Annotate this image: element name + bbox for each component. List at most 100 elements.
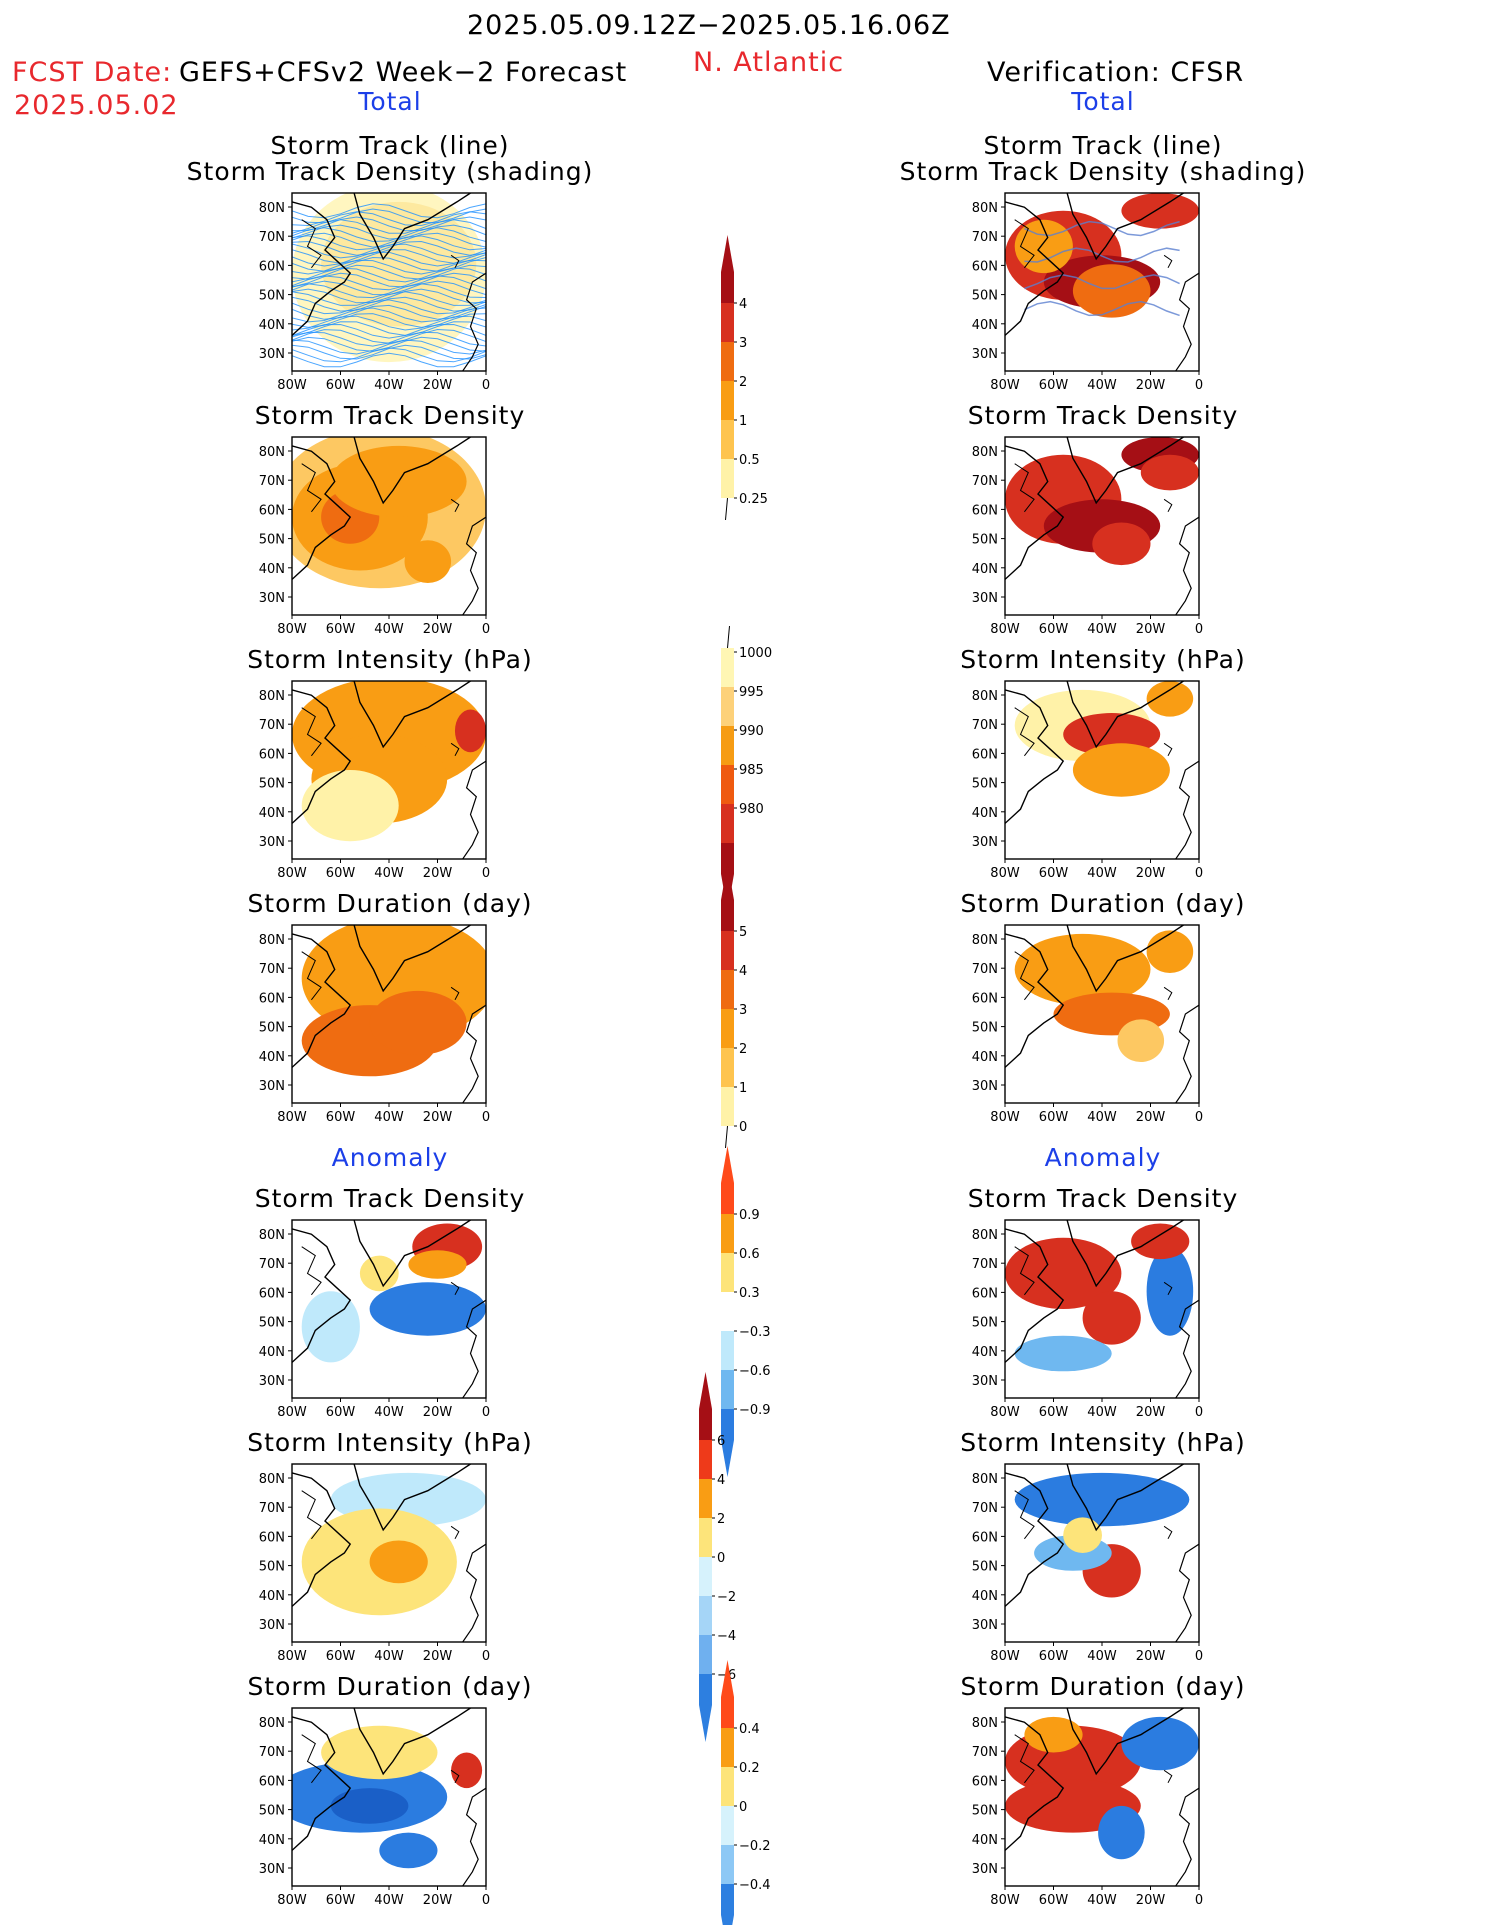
lat-tick-label: 60N [972, 991, 998, 1006]
lat-tick-label: 30N [259, 1079, 285, 1094]
left-anom-intensity-title: Storm Intensity (hPa) [247, 1428, 533, 1457]
lon-tick-label: 40W [374, 378, 404, 393]
lon-tick-label: 60W [1039, 1649, 1069, 1664]
colorbar-label: 5 [739, 925, 747, 940]
lat-tick-label: 80N [259, 1228, 285, 1243]
lat-tick-label: 40N [972, 806, 998, 821]
lon-tick-label: 40W [1087, 1649, 1117, 1664]
lat-tick-label: 40N [259, 318, 285, 333]
colorbar-label: 4 [739, 964, 747, 979]
right-anom-intensity-title: Storm Intensity (hPa) [960, 1428, 1246, 1457]
lon-tick-label: 0 [482, 1893, 490, 1908]
lat-tick-label: 40N [259, 1050, 285, 1065]
lat-tick-label: 30N [259, 591, 285, 606]
lat-tick-label: 80N [972, 933, 998, 948]
lon-tick-label: 60W [1039, 1893, 1069, 1908]
lon-tick-label: 40W [1087, 1110, 1117, 1125]
colorbar-label: 0 [739, 1120, 747, 1135]
lat-tick-label: 40N [259, 1833, 285, 1848]
lat-tick-label: 80N [972, 1228, 998, 1243]
lon-tick-label: 80W [277, 866, 307, 881]
colorbar-label: 6 [717, 1434, 725, 1449]
lat-tick-label: 80N [972, 689, 998, 704]
lon-tick-label: 40W [374, 1405, 404, 1420]
lon-tick-label: 20W [1136, 1405, 1166, 1420]
lat-tick-label: 40N [972, 1833, 998, 1848]
lat-tick-label: 40N [972, 1589, 998, 1604]
colorbar-label: 2 [717, 1512, 725, 1527]
right-track-shading-title: Storm Track Density (shading) [899, 157, 1307, 186]
right-total-label: Total [1071, 87, 1135, 116]
lat-tick-label: 80N [259, 689, 285, 704]
lon-tick-label: 40W [1087, 1405, 1117, 1420]
lon-tick-label: 0 [1195, 1110, 1203, 1125]
lat-tick-label: 40N [972, 318, 998, 333]
lat-tick-label: 50N [259, 1316, 285, 1331]
lat-tick-label: 80N [259, 1716, 285, 1731]
lon-tick-label: 20W [1136, 1110, 1166, 1125]
lat-tick-label: 80N [972, 1472, 998, 1487]
lat-tick-label: 50N [259, 1021, 285, 1036]
lat-tick-label: 60N [972, 503, 998, 518]
lon-tick-label: 0 [1195, 1893, 1203, 1908]
lat-tick-label: 60N [259, 747, 285, 762]
fcst-date-label: FCST Date: [12, 57, 173, 88]
lon-tick-label: 40W [1087, 378, 1117, 393]
lon-tick-label: 80W [277, 378, 307, 393]
lat-tick-label: 50N [972, 777, 998, 792]
lon-tick-label: 40W [374, 622, 404, 637]
lon-tick-label: 0 [482, 1110, 490, 1125]
colorbar-label: 3 [739, 1003, 747, 1018]
lat-tick-label: 50N [259, 289, 285, 304]
left-track-shading-title: Storm Track Density (shading) [186, 157, 594, 186]
lon-tick-label: 20W [423, 1110, 453, 1125]
lat-tick-label: 30N [972, 347, 998, 362]
lat-tick-label: 50N [972, 289, 998, 304]
right-anomaly-label: Anomaly [1044, 1143, 1162, 1172]
lon-tick-label: 20W [423, 1893, 453, 1908]
lon-tick-label: 20W [423, 1405, 453, 1420]
lat-tick-label: 50N [972, 533, 998, 548]
left-track-line-title: Storm Track (line) [270, 131, 510, 160]
lat-tick-label: 40N [259, 1589, 285, 1604]
lon-tick-label: 60W [1039, 866, 1069, 881]
lat-tick-label: 30N [259, 1618, 285, 1633]
right-track-line-title: Storm Track (line) [983, 131, 1223, 160]
lon-tick-label: 0 [482, 1649, 490, 1664]
lat-tick-label: 40N [972, 562, 998, 577]
lat-tick-label: 80N [972, 1716, 998, 1731]
lat-tick-label: 30N [259, 347, 285, 362]
left-total-label: Total [358, 87, 422, 116]
lat-tick-label: 70N [972, 962, 998, 977]
region-title: N. Atlantic [693, 47, 845, 78]
lon-tick-label: 80W [990, 866, 1020, 881]
lat-tick-label: 70N [972, 1257, 998, 1272]
lon-tick-label: 0 [482, 1405, 490, 1420]
lon-tick-label: 60W [326, 1405, 356, 1420]
lat-tick-label: 70N [972, 718, 998, 733]
colorbar-label: −0.9 [739, 1403, 771, 1418]
colorbar-label: 0.25 [739, 492, 768, 507]
lat-tick-label: 50N [972, 1021, 998, 1036]
lat-tick-label: 40N [259, 806, 285, 821]
lon-tick-label: 80W [277, 1110, 307, 1125]
lon-tick-label: 40W [374, 866, 404, 881]
lon-tick-label: 80W [277, 622, 307, 637]
lat-tick-label: 60N [972, 259, 998, 274]
lat-tick-label: 60N [259, 991, 285, 1006]
colorbar-label: 0.6 [739, 1247, 760, 1262]
lat-tick-label: 30N [259, 1862, 285, 1877]
lat-tick-label: 70N [259, 474, 285, 489]
colorbar-label: 0.3 [739, 1286, 760, 1301]
lon-tick-label: 40W [1087, 1893, 1117, 1908]
lat-tick-label: 40N [972, 1345, 998, 1360]
